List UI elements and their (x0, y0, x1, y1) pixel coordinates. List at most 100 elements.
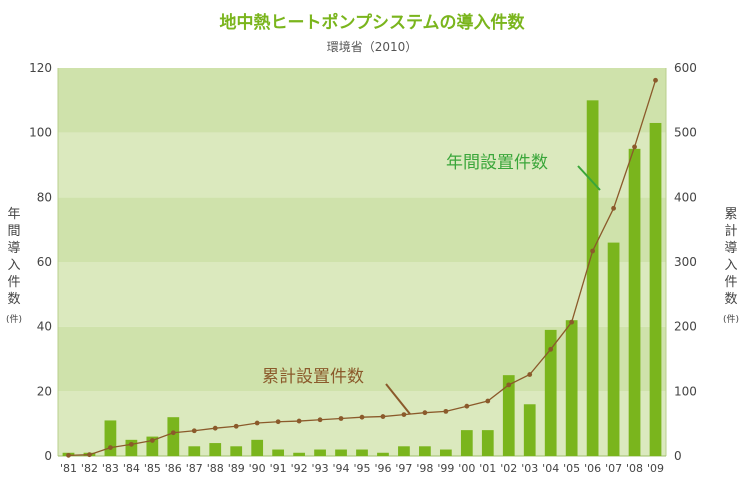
cumulative-point (401, 412, 407, 418)
x-tick-label: '87 (186, 462, 203, 475)
cumulative-point (233, 423, 239, 429)
x-tick-label: '99 (437, 462, 454, 475)
cumulative-point (66, 452, 71, 458)
bar (398, 446, 410, 456)
chart-subtitle: 環境省（2010） (326, 40, 418, 54)
cumulative-point (506, 382, 512, 388)
x-tick-label: '95 (353, 462, 370, 475)
left-tick-label: 0 (44, 449, 52, 463)
right-tick-label: 600 (674, 61, 697, 75)
bar (230, 446, 243, 456)
bar (335, 449, 347, 456)
cumulative-point (296, 418, 302, 424)
cumulative-point (275, 419, 281, 425)
right-tick-label: 300 (674, 255, 697, 269)
bar (481, 430, 494, 456)
plot-band (58, 68, 666, 133)
bar (439, 449, 452, 456)
cumulative-point (128, 441, 134, 447)
plot-band (58, 391, 666, 456)
bar (251, 439, 264, 456)
chart-title: 地中熱ヒートポンプシステムの導入件数 (219, 13, 525, 33)
x-tick-label: '86 (165, 462, 182, 475)
x-tick-label: '89 (228, 462, 245, 475)
cumulative-point (317, 417, 323, 423)
x-tick-label: '90 (249, 462, 266, 475)
bar (544, 329, 557, 456)
x-tick-label: '92 (291, 462, 308, 475)
x-tick-label: '06 (584, 462, 601, 475)
bar (209, 443, 222, 456)
bar (460, 430, 473, 456)
cumulative-annotation: 累計設置件数 (262, 367, 364, 387)
x-tick-label: '08 (626, 462, 643, 475)
plot-band (58, 132, 666, 198)
left-tick-label: 40 (37, 320, 52, 334)
left-tick-label: 60 (37, 255, 52, 269)
cumulative-point (653, 77, 658, 83)
cumulative-point (380, 414, 386, 419)
left-tick-label: 20 (37, 384, 52, 398)
left-axis-title: 年間導入件数 (7, 207, 21, 307)
x-tick-label: '05 (563, 462, 580, 475)
plot-band (58, 197, 666, 262)
cumulative-point (527, 372, 533, 377)
cumulative-point (254, 420, 260, 426)
bar (314, 449, 326, 456)
cumulative-point (569, 319, 575, 325)
x-tick-label: '09 (647, 462, 664, 475)
x-tick-label: '83 (102, 462, 119, 475)
right-tick-label: 200 (674, 320, 697, 334)
x-tick-label: '82 (81, 462, 98, 475)
x-tick-label: '02 (500, 462, 517, 475)
x-tick-label: '97 (395, 462, 412, 475)
cumulative-point (359, 414, 365, 420)
cumulative-point (590, 248, 596, 254)
plot-band (58, 262, 666, 327)
x-tick-label: '84 (123, 462, 140, 475)
cumulative-point (191, 428, 197, 434)
cumulative-point (611, 205, 616, 211)
x-tick-label: '03 (521, 462, 538, 475)
right-axis-title: 累計導入件数 (724, 207, 738, 307)
x-tick-label: '94 (333, 462, 350, 475)
bar (167, 417, 180, 456)
cumulative-point (443, 408, 449, 414)
x-tick-label: '85 (144, 462, 161, 475)
x-tick-label: '88 (207, 462, 224, 475)
cumulative-point (108, 445, 113, 450)
cumulative-point (548, 346, 554, 352)
right-tick-label: 100 (674, 384, 697, 398)
cumulative-annotation-leader (385, 383, 411, 415)
bar (104, 420, 117, 456)
left-axis-unit: (件) (5, 315, 23, 325)
plot-band (58, 326, 666, 392)
bar (125, 439, 138, 456)
cumulative-point (632, 144, 637, 150)
x-tick-label: '81 (60, 462, 77, 475)
right-axis-unit: (件) (722, 315, 740, 325)
bar (377, 452, 389, 456)
annual-annotation: 年間設置件数 (446, 153, 548, 173)
x-tick-label: '98 (416, 462, 433, 475)
x-tick-label: '91 (270, 462, 287, 475)
cumulative-point (485, 398, 491, 404)
x-tick-label: '00 (458, 462, 475, 475)
bar (628, 148, 641, 457)
cumulative-point (422, 410, 428, 416)
bar (607, 242, 620, 456)
bar (586, 100, 599, 456)
cumulative-point (87, 452, 92, 458)
bar (419, 446, 431, 456)
bar (565, 320, 578, 456)
bar (293, 452, 305, 456)
bar (523, 404, 536, 456)
x-tick-label: '96 (374, 462, 391, 475)
bar (146, 436, 159, 456)
bar (272, 449, 285, 456)
right-tick-label: 400 (674, 190, 697, 204)
cumulative-point (149, 438, 155, 443)
x-tick-label: '93 (312, 462, 329, 475)
cumulative-point (338, 416, 344, 421)
